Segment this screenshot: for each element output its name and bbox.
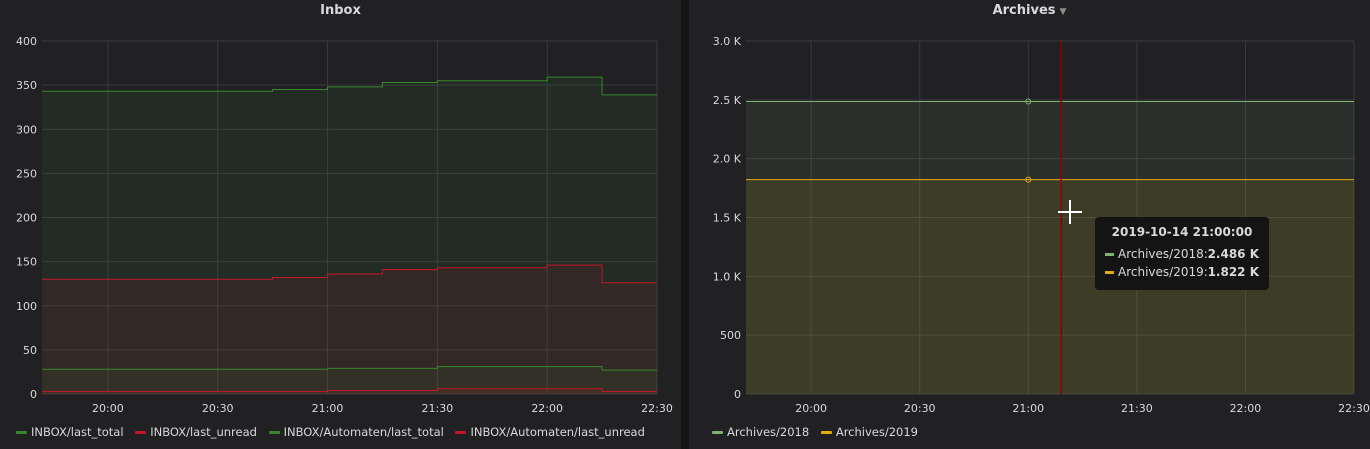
series-line [42,76,657,96]
tooltip-label: Archives/2018: [1118,247,1208,261]
y-tick-label: 0 [734,388,741,401]
crosshair-cursor-icon [1058,200,1082,224]
tooltip-swatch [1105,271,1114,274]
y-tick-label: 3.0 K [713,35,742,48]
archives-title: Archives [992,3,1056,18]
y-tick-label: 200 [16,212,37,225]
y-tick-label: 50 [23,344,37,357]
tooltip-value: 2.486 K [1207,247,1259,261]
legend-swatch [712,431,723,434]
inbox-chart[interactable]: 0 50 100 150 200 250 300 350 400 20:00 20:30 21:00 2… [0,0,681,449]
y-tick-label: 300 [16,123,37,136]
y-tick-label: 2.0 K [713,153,742,166]
y-tick-label: 100 [16,300,37,313]
archives-legend: Archives/2018 Archives/2019 [712,425,926,439]
legend-label: INBOX/Automaten/last_total [283,425,444,439]
legend-swatch [268,431,280,434]
legend-swatch [455,431,467,434]
legend-label: INBOX/Automaten/last_unread [470,425,645,439]
legend-label: Archives/2018 [727,425,810,439]
y-tick-label: 150 [16,256,37,269]
tooltip-swatch [1105,253,1114,256]
y-tick-label: 1.5 K [713,212,742,225]
legend-swatch [135,431,147,434]
x-tick-label: 20:00 [795,402,827,415]
series-line [42,366,657,371]
x-tick-label: 20:30 [202,402,234,415]
y-tick-label: 500 [720,329,741,342]
legend-item[interactable]: INBOX/Automaten/last_unread [455,425,645,439]
series-area [42,265,657,394]
inbox-panel: Inbox 0 50 100 150 200 250 300 350 400 20:00 20:30… [0,0,681,449]
legend-swatch [820,431,832,434]
x-tick-label: 22:30 [641,402,673,415]
panel-title[interactable]: Archives ▼ [689,3,1370,18]
x-tick-label: 20:30 [904,402,936,415]
y-tick-label: 350 [16,79,37,92]
chevron-down-icon[interactable]: ▼ [1059,7,1067,17]
inbox-legend: INBOX/last_total INBOX/last_unread INBOX… [16,425,653,439]
legend-label: Archives/2019 [835,425,918,439]
x-tick-label: 22:00 [531,402,563,415]
tooltip-value: 1.822 K [1207,265,1259,279]
series-area [42,77,657,395]
x-tick-label: 21:30 [1121,402,1153,415]
y-tick-label: 0 [30,388,37,401]
tooltip-label: Archives/2019: [1118,265,1208,279]
x-tick-label: 21:00 [312,402,344,415]
series-line [42,264,657,284]
legend-label: INBOX/last_unread [150,425,257,439]
y-tick-label: 400 [16,35,37,48]
x-tick-label: 22:30 [1338,402,1370,415]
tooltip-time: 2019-10-14 21:00:00 [1111,225,1253,239]
x-tick-label: 21:30 [422,402,454,415]
x-tick-label: 21:00 [1012,402,1044,415]
y-tick-label: 1.0 K [713,270,742,283]
tooltip-row: Archives/2018: 2.486 K [1105,247,1259,261]
y-tick-label: 2.5 K [713,94,742,107]
panel-title[interactable]: Inbox [0,3,681,18]
y-tick-label: 250 [16,167,37,180]
legend-item[interactable]: INBOX/Automaten/last_total [268,425,444,439]
x-tick-label: 20:00 [92,402,124,415]
hover-point [1025,98,1032,105]
series-area [42,388,657,394]
legend-label: INBOX/last_total [31,425,124,439]
legend-item[interactable]: Archives/2018 [712,425,809,439]
hover-point [1025,176,1032,183]
tooltip-row: Archives/2019: 1.822 K [1105,265,1259,279]
legend-swatch [16,431,27,434]
hover-tooltip: 2019-10-14 21:00:00 Archives/2018: 2.486… [1095,217,1269,290]
series-line [42,388,657,392]
inbox-title: Inbox [320,3,361,18]
series-area [746,101,1354,395]
series-area [42,366,657,394]
x-tick-label: 22:00 [1230,402,1262,415]
legend-item[interactable]: INBOX/last_unread [135,425,257,439]
legend-item[interactable]: Archives/2019 [820,425,918,439]
legend-item[interactable]: INBOX/last_total [16,425,124,439]
